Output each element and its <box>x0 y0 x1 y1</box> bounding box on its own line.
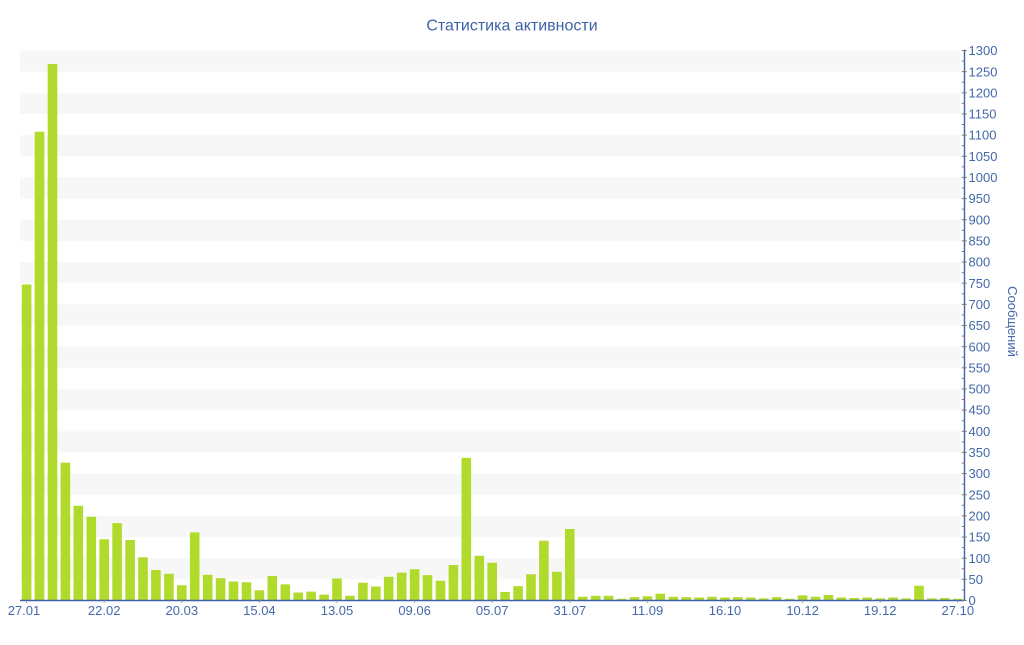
svg-text:350: 350 <box>969 445 991 460</box>
svg-text:400: 400 <box>969 424 991 439</box>
svg-text:550: 550 <box>969 360 991 375</box>
svg-text:100: 100 <box>969 551 991 566</box>
svg-text:600: 600 <box>969 339 991 354</box>
svg-text:20.03: 20.03 <box>166 603 199 618</box>
svg-text:27.01: 27.01 <box>8 603 41 618</box>
svg-text:13.05: 13.05 <box>321 603 354 618</box>
svg-text:800: 800 <box>969 255 991 270</box>
svg-text:750: 750 <box>969 276 991 291</box>
svg-text:200: 200 <box>969 508 991 523</box>
svg-text:27.10: 27.10 <box>942 603 975 618</box>
svg-text:900: 900 <box>969 212 991 227</box>
svg-text:1000: 1000 <box>969 170 998 185</box>
svg-text:1250: 1250 <box>969 64 998 79</box>
svg-text:300: 300 <box>969 466 991 481</box>
svg-text:15.04: 15.04 <box>243 603 276 618</box>
svg-text:09.06: 09.06 <box>398 603 431 618</box>
svg-text:250: 250 <box>969 487 991 502</box>
svg-text:05.07: 05.07 <box>476 603 509 618</box>
svg-text:500: 500 <box>969 382 991 397</box>
svg-text:16.10: 16.10 <box>709 603 742 618</box>
svg-text:450: 450 <box>969 403 991 418</box>
svg-text:31.07: 31.07 <box>554 603 587 618</box>
svg-text:22.02: 22.02 <box>88 603 121 618</box>
svg-text:50: 50 <box>969 572 983 587</box>
svg-text:1200: 1200 <box>969 85 998 100</box>
svg-text:1050: 1050 <box>969 149 998 164</box>
svg-text:0: 0 <box>969 593 976 608</box>
svg-text:700: 700 <box>969 297 991 312</box>
svg-text:1100: 1100 <box>969 128 997 143</box>
svg-text:Сообщений: Сообщений <box>1005 286 1020 357</box>
svg-text:850: 850 <box>969 233 991 248</box>
svg-text:1300: 1300 <box>969 43 998 58</box>
svg-text:19.12: 19.12 <box>864 603 897 618</box>
svg-text:950: 950 <box>969 191 991 206</box>
svg-text:11.09: 11.09 <box>632 603 664 618</box>
svg-text:10.12: 10.12 <box>786 603 819 618</box>
svg-text:1150: 1150 <box>969 107 997 122</box>
svg-text:150: 150 <box>969 530 991 545</box>
svg-text:650: 650 <box>969 318 991 333</box>
svg-text:Статистика активности: Статистика активности <box>426 18 597 35</box>
